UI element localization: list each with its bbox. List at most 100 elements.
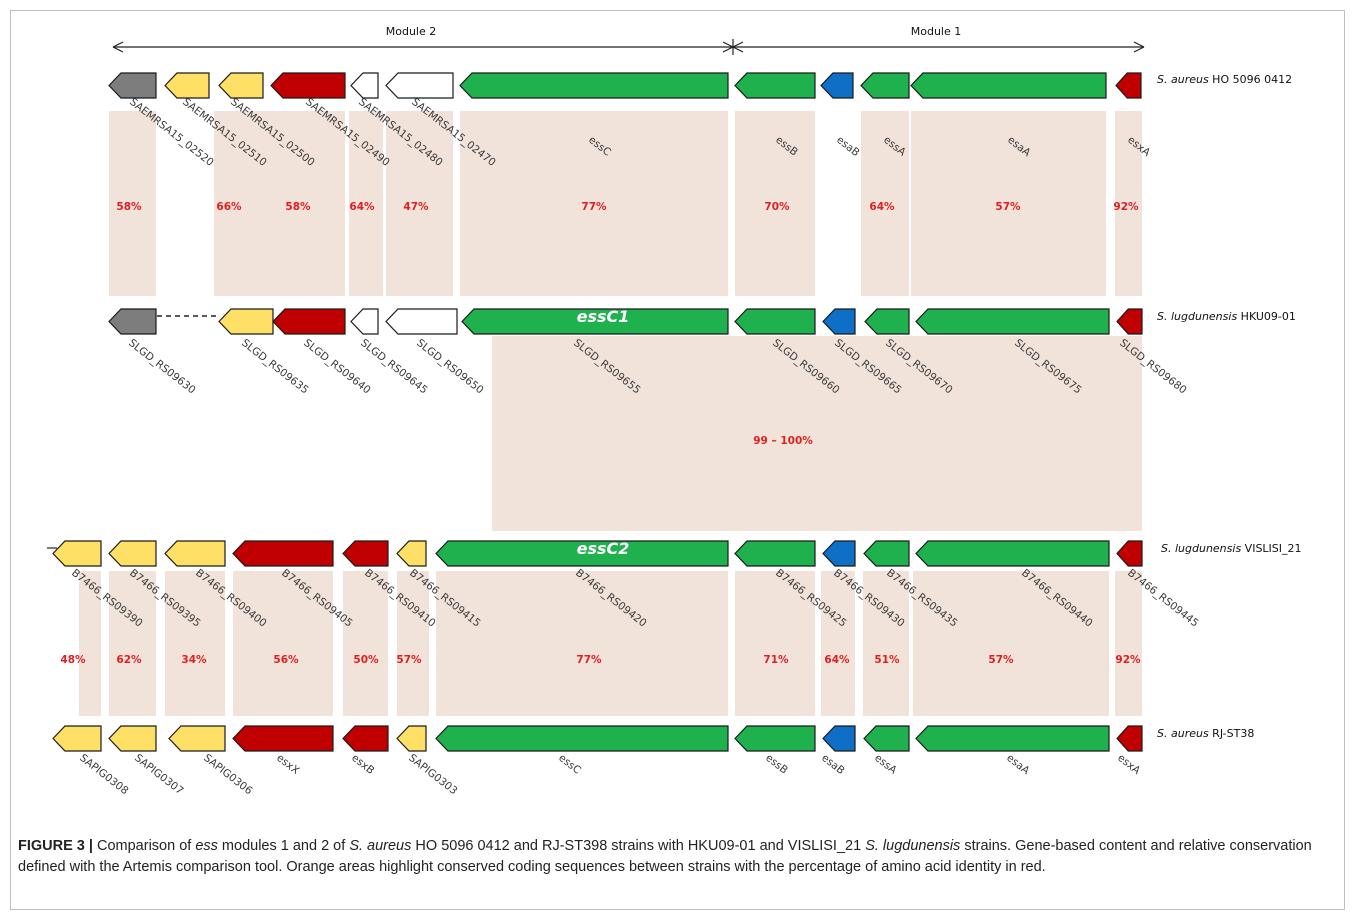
- identity-percent: 51%: [874, 654, 900, 666]
- identity-percent: 48%: [60, 654, 86, 666]
- gene-label: esaB: [819, 752, 847, 777]
- gene-arrow-r3: [435, 540, 729, 567]
- gene-arrow-r1: [164, 72, 210, 99]
- gene-arrow-r3: [232, 540, 334, 567]
- gene-label: SLGD_RS09630: [126, 337, 198, 397]
- gene-arrow-r3: [342, 540, 389, 567]
- gene-arrow-r1: [820, 72, 854, 99]
- identity-percent: 92%: [1113, 201, 1139, 213]
- conservation-band: [460, 111, 728, 296]
- conservation-band: [1115, 571, 1142, 716]
- conservation-band: [863, 571, 909, 716]
- identity-percent: 47%: [403, 201, 429, 213]
- gene-arrow-r3: [863, 540, 910, 567]
- gene-label: esaB: [834, 134, 862, 159]
- conservation-band: [109, 571, 156, 716]
- gene-arrow-r2: [822, 308, 856, 335]
- identity-percent: 99 – 100%: [753, 435, 813, 447]
- identity-percent: 57%: [988, 654, 1014, 666]
- conservation-band: [343, 571, 388, 716]
- identity-percent: 58%: [285, 201, 311, 213]
- gene-arrow-r2: [1116, 308, 1143, 335]
- gene-arrow-r2: [272, 308, 346, 335]
- gene-arrow-r3: [164, 540, 226, 567]
- conservation-band: [735, 571, 815, 716]
- conservation-band: [913, 571, 1109, 716]
- module-1-label: Module 1: [911, 25, 962, 38]
- conservation-band: [735, 111, 815, 296]
- gene-arrow-r2: [350, 308, 379, 335]
- gene-arrow-r1: [734, 72, 816, 99]
- gene-arrow-r2: [864, 308, 910, 335]
- identity-percent: 62%: [116, 654, 142, 666]
- figure-frame: Module 2 Module 1 SAEMRSA15_02520 SAEMRSA…: [10, 10, 1345, 910]
- identity-percent: 92%: [1115, 654, 1141, 666]
- conservation-band: [79, 571, 101, 716]
- conservation-band: [349, 111, 383, 296]
- essC1-inner-label: essC1: [577, 307, 630, 326]
- strain-name-ho5096: S. aureus HO 5096 0412: [1157, 73, 1292, 86]
- gene-arrow-r4: [863, 725, 910, 752]
- gene-label: SAPIG0303: [406, 752, 459, 797]
- gene-arrow-r2: [385, 308, 458, 335]
- conservation-band: [436, 571, 728, 716]
- conservation-band: [233, 571, 333, 716]
- gene-arrow-r1: [350, 72, 379, 99]
- gene-label: esaA: [1004, 752, 1032, 778]
- gene-label: esxX: [274, 752, 301, 777]
- conservation-band: [109, 111, 156, 296]
- identity-percent: 57%: [396, 654, 422, 666]
- gene-arrow-r2: [734, 308, 816, 335]
- identity-percent: 77%: [576, 654, 602, 666]
- identity-percent: 64%: [349, 201, 375, 213]
- strain-name-rjst38: S. aureus RJ-ST38: [1157, 727, 1254, 740]
- gene-arrow-r4: [168, 725, 226, 752]
- gene-arrow-r3: [1116, 540, 1143, 567]
- gene-label: essB: [763, 752, 790, 777]
- gene-arrow-r1: [910, 72, 1107, 99]
- gene-label: SAPIG0308: [77, 752, 130, 797]
- identity-percent: 64%: [824, 654, 850, 666]
- caption-label: FIGURE 3 |: [18, 838, 93, 854]
- conservation-band: [821, 571, 855, 716]
- gene-arrow-r1: [218, 72, 264, 99]
- gene-arrow-r4: [108, 725, 157, 752]
- figure-caption: FIGURE 3 | Comparison of ess modules 1 a…: [18, 838, 1312, 875]
- gene-arrow-r4: [734, 725, 816, 752]
- gene-arrow-r1: [459, 72, 729, 99]
- gene-arrow-r4: [342, 725, 389, 752]
- gene-arrow-r1: [270, 72, 346, 99]
- gene-arrow-r4: [396, 725, 427, 752]
- gene-arrow-r2: [218, 308, 274, 335]
- gene-arrow-r4: [232, 725, 334, 752]
- gene-arrow-r4: [435, 725, 729, 752]
- identity-percent: 70%: [764, 201, 790, 213]
- module-2-label: Module 2: [386, 25, 437, 38]
- gene-label: SAPIG0307: [132, 752, 185, 797]
- conservation-band: [397, 571, 429, 716]
- conservation-band: [214, 111, 271, 296]
- conservation-band: [165, 571, 225, 716]
- gene-arrow-r3: [52, 540, 102, 567]
- gene-label: esxB: [349, 752, 376, 777]
- identity-percent: 56%: [273, 654, 299, 666]
- gene-arrow-r4: [1116, 725, 1143, 752]
- conservation-band: [911, 111, 1106, 296]
- gene-arrow-r3: [108, 540, 157, 567]
- strain-name-vislisi: S. lugdunensis VISLISI_21: [1161, 542, 1302, 555]
- identity-percent: 34%: [181, 654, 207, 666]
- identity-percent: 58%: [116, 201, 142, 213]
- gene-arrow-r1: [385, 72, 454, 99]
- conservation-band: [386, 111, 453, 296]
- gene-label: SLGD_RS09635: [239, 337, 311, 397]
- gene-arrow-r1: [1115, 72, 1142, 99]
- gene-arrow-r3: [734, 540, 816, 567]
- gene-arrow-r2: [915, 308, 1110, 335]
- gene-arrow-r4: [822, 725, 856, 752]
- gene-label: SAPIG0306: [201, 752, 255, 798]
- gene-arrow-r2: [461, 308, 729, 335]
- gene-arrow-r1: [860, 72, 910, 99]
- identity-percent: 77%: [581, 201, 607, 213]
- module-arrows: Module 2 Module 1: [112, 25, 1145, 55]
- gene-label: essA: [872, 752, 899, 777]
